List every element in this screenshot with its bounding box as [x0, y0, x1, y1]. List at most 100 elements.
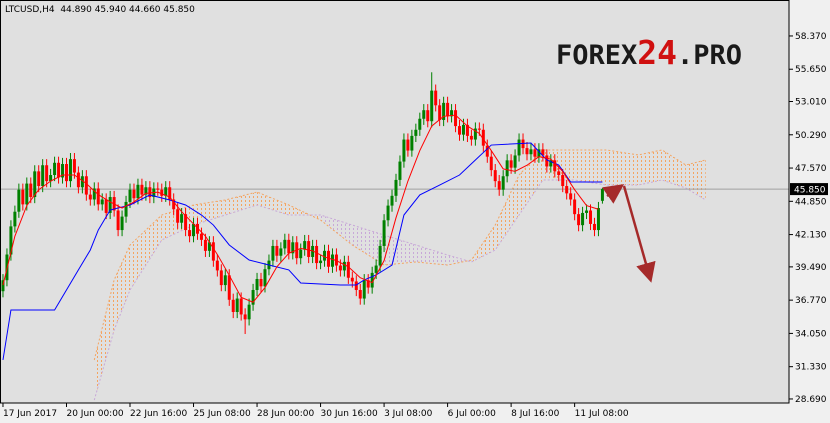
candle-body: [513, 155, 517, 168]
candle-body: [481, 129, 485, 146]
candle-body: [489, 156, 493, 171]
y-tick-label: 44.850: [795, 197, 827, 207]
candle-body: [215, 260, 219, 271]
candle-body: [370, 272, 374, 288]
candle-body: [227, 275, 231, 300]
cloud-segment: [94, 279, 115, 401]
candle-body: [549, 160, 553, 167]
candle-body: [180, 214, 184, 223]
candle-body: [458, 126, 462, 135]
candle-body: [589, 210, 593, 224]
candle-body: [477, 128, 481, 130]
cloud-edge: [93, 149, 706, 361]
annotation-arrow: [601, 184, 625, 204]
candle-body: [501, 176, 505, 190]
cloud-segment: [574, 149, 607, 186]
x-tick-label: 3 Jul 08:00: [384, 409, 433, 419]
candle-body: [577, 214, 581, 226]
candle-body: [469, 135, 473, 140]
x-tick-label: 28 Jun 00:00: [257, 409, 314, 419]
candle-body: [565, 186, 569, 194]
candle-body: [553, 160, 557, 172]
x-tick-label: 25 Jun 08:00: [194, 409, 251, 419]
candle-body: [390, 195, 394, 206]
candle-body: [283, 239, 287, 249]
candle-body: [342, 261, 346, 271]
candle-body: [17, 189, 21, 212]
y-tick-label: 50.290: [795, 131, 827, 141]
candle-body: [338, 265, 342, 271]
candle-body: [596, 208, 600, 231]
x-tick-label: 22 Jun 16:00: [130, 409, 187, 419]
cloud-segment: [661, 149, 686, 188]
x-tick-label: 17 Jun 2017: [3, 409, 57, 419]
logo: FOREX24.PRO: [556, 33, 742, 72]
candle-body: [223, 275, 227, 286]
candle-body: [275, 245, 279, 256]
cloud-segment: [225, 192, 258, 216]
candle-body: [410, 135, 414, 151]
candle-body: [418, 118, 422, 130]
candle-body: [497, 181, 501, 190]
candle-body: [465, 124, 469, 136]
candle-body: [319, 260, 323, 264]
plot-area: [0, 72, 789, 401]
cloud-segment: [606, 149, 639, 186]
candle-body: [192, 223, 196, 237]
candle-body: [211, 242, 215, 261]
candle-body: [108, 197, 112, 213]
y-tick-label: 34.050: [795, 329, 827, 339]
cloud-segment: [638, 149, 662, 186]
candle-body: [33, 171, 37, 198]
candle-body: [156, 188, 160, 190]
candle-body: [96, 188, 100, 205]
candle-body: [25, 183, 29, 205]
candle-body: [378, 245, 382, 266]
x-tick-label: 6 Jul 00:00: [448, 409, 497, 419]
candle-body: [13, 211, 17, 227]
candle-body: [136, 184, 140, 199]
candle-body: [315, 245, 319, 264]
candle-body: [168, 187, 172, 200]
cloud-segment: [193, 199, 226, 226]
candle-body: [124, 201, 128, 217]
candle-body: [533, 149, 537, 157]
candle-body: [517, 139, 521, 156]
cloud-segment: [288, 204, 321, 221]
y-tick-label: 36.770: [795, 296, 827, 306]
candle-body: [92, 188, 96, 200]
last-price-label: 45.850: [794, 186, 826, 196]
candle-body: [323, 250, 327, 261]
logo-suffix: .PRO: [677, 40, 742, 71]
candle-body: [592, 223, 596, 231]
candle-body: [231, 299, 235, 313]
candle-body: [144, 187, 148, 195]
candle-body: [287, 239, 291, 254]
candle-body: [49, 175, 53, 182]
y-tick-label: 39.490: [795, 263, 827, 273]
y-tick-label: 31.330: [795, 363, 827, 373]
candle-body: [76, 172, 80, 188]
candle-body: [53, 162, 57, 176]
candle-body: [203, 239, 207, 251]
x-tick-label: 11 Jul 08:00: [575, 409, 629, 419]
cloud-segment: [447, 255, 472, 266]
cloud-segment: [519, 149, 543, 216]
candle-body: [207, 242, 211, 251]
y-tick-label: 58.370: [795, 32, 827, 42]
candle-body: [585, 210, 589, 213]
candle-body: [454, 110, 458, 127]
candle-body: [537, 149, 541, 157]
candle-body: [104, 199, 108, 213]
logo-number: 24: [637, 33, 677, 72]
y-tick-label: 53.010: [795, 98, 827, 108]
candle-body: [235, 298, 239, 313]
candle-body: [505, 160, 509, 177]
candle-body: [303, 241, 307, 250]
candle-body: [334, 254, 338, 266]
candle-body: [398, 161, 402, 180]
candle-body: [386, 205, 390, 221]
candle-body: [9, 226, 13, 255]
candle-body: [68, 159, 72, 182]
